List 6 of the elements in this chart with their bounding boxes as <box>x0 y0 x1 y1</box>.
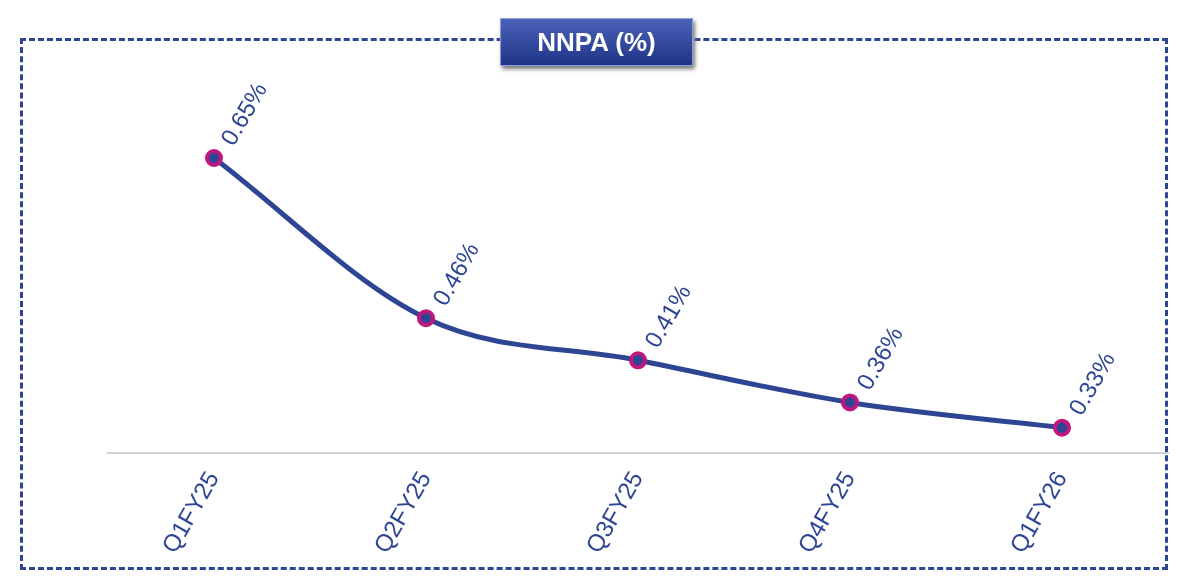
point <box>417 309 435 328</box>
point <box>1053 418 1071 437</box>
point <box>841 393 859 412</box>
point <box>205 149 223 167</box>
chart-title: NNPA (%) <box>500 18 693 66</box>
point <box>629 351 647 370</box>
